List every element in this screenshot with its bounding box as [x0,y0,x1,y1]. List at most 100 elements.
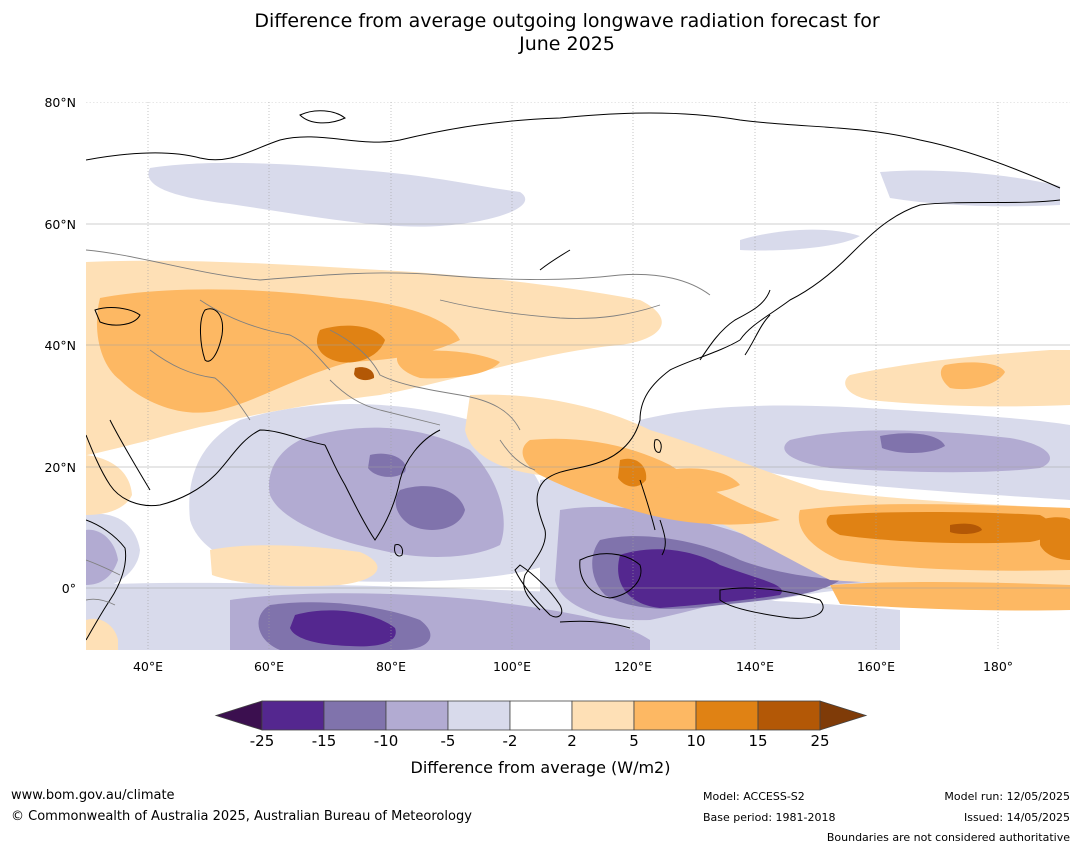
footer-issued: Issued: 14/05/2025 [963,811,1070,824]
colorbar-segment [695,700,759,731]
shade-philippines-dark [618,458,647,487]
coast-lake-baikal [539,249,571,271]
border-africa [86,559,121,606]
colorbar-tick: 15 [748,732,768,750]
shade-maritime-deep [618,549,782,608]
colorbar-segment [261,700,325,731]
shade-arabia-west [86,455,132,515]
shade-china-se-mid [522,438,780,525]
colorbar-tick: -25 [249,732,275,750]
shade-pacific-deep [950,523,982,535]
coast-africa-horn [86,519,127,641]
lat-label-80: 80°N [44,95,76,110]
colorbar-segment [757,700,821,731]
lon-label-40e: 40°E [132,659,164,674]
lat-label-60: 60°N [44,217,76,232]
lon-label-140e: 140°E [735,659,774,674]
shade-pacific-east-dark [1040,517,1070,560]
coast-arabia [86,429,326,507]
shade-pacific-core [880,433,945,454]
shade-east-siberia [880,170,1060,207]
border-indochina [499,439,536,471]
shade-tibet-dark [316,325,385,363]
shade-central-asia-mid [96,289,460,413]
footer-website[interactable]: www.bom.gov.au/climate [11,788,175,803]
colorbar-tick: 25 [810,732,830,750]
coast-novaya-zemlya [299,110,346,124]
lon-label-60e: 60°E [253,659,285,674]
coast-sumatra [514,564,563,618]
footer-copyright: © Commonwealth of Australia 2025, Austra… [11,809,472,824]
lon-label-80e: 80°E [375,659,407,674]
colorbar-tick: 10 [686,732,706,750]
lon-label-180: 180° [982,659,1014,674]
lat-label-40: 40°N [44,338,76,353]
colorbar-tick: -5 [440,732,456,750]
map-area [86,102,1070,650]
coast-taiwan [653,439,662,453]
colorbar-label: Difference from average (W/m2) [410,758,671,777]
coast-pacific-russia [739,199,1061,341]
footer-model-run: Model run: 12/05/2025 [944,790,1070,803]
chart-title: Difference from average outgoing longwav… [0,10,1081,56]
footer-model: Model: ACCESS-S2 [703,790,805,803]
chart-title-line1: Difference from average outgoing longwav… [254,10,880,32]
border-russia-south [86,249,711,296]
shade-africa-ocean [210,545,378,587]
shade-south-deep [290,610,396,647]
shading-orange-deepest [354,367,982,535]
coast-caspian [200,308,224,362]
colorbar-segment [323,700,387,731]
colorbar-segment [509,700,573,731]
coast-java [559,620,631,629]
border-iran [149,349,251,421]
shade-sea-mid [670,468,740,493]
lon-label-100e: 100°E [492,659,531,674]
border-china-mongolia [439,299,661,319]
shade-kamchatka-mid [940,362,1005,390]
footer-base-period: Base period: 1981-2018 [703,811,836,824]
shade-okhotsk [740,229,860,251]
colorbar-tick: -2 [502,732,518,750]
colorbar-segment [385,700,449,731]
shade-mongolia-mid [396,350,500,379]
lon-label-120e: 120°E [613,659,652,674]
coast-sri-lanka [394,544,403,557]
coast-india [324,429,441,541]
border-india-north [329,379,441,426]
coast-red-sea [109,419,151,491]
shading-orange-dark [316,325,1070,560]
shade-tibet-deep [354,367,375,381]
coastlines [86,110,1061,641]
shade-arabian-sea-core [368,453,406,477]
colorbar-segment [633,700,697,731]
borders [86,249,711,606]
colorbar-tick: -10 [373,732,399,750]
coast-china-east [544,339,741,481]
colorbar-segment [571,700,635,731]
footer-disclaimer: Boundaries are not considered authoritat… [826,831,1070,844]
coast-black-sea [94,307,141,326]
colorbar-tick: 5 [629,732,639,750]
border-central-asia [199,299,331,371]
lat-label-0: 0° [61,581,76,596]
shading-purple-deepest [290,549,782,647]
coast-arctic-russia [86,112,1061,189]
colorbar-tick: 2 [567,732,577,750]
colorbar-segment [447,700,511,731]
lon-label-160e: 160°E [856,659,895,674]
colorbar-segments [214,700,868,731]
chart-title-line2: June 2025 [519,33,615,55]
coast-borneo [579,553,642,599]
colorbar-extend-low [214,700,263,731]
coast-korea-japan [699,289,771,361]
colorbar [214,700,868,731]
coast-indochina [523,479,546,611]
coast-philippines [639,479,666,556]
coast-new-guinea [719,587,824,619]
graticule [86,102,1070,650]
shade-africa-east [86,529,118,585]
shade-bengal-core [395,486,465,530]
shade-pacific-east-mid [830,581,1070,611]
